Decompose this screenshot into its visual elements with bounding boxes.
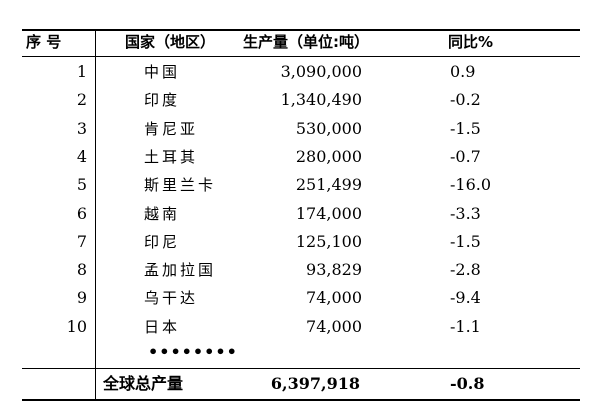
row-rank: 7 <box>76 232 87 251</box>
row-production: 3,090,000 <box>280 62 362 81</box>
row-rank: 2 <box>76 90 87 109</box>
row-production: 125,100 <box>295 232 362 251</box>
header-bottom-rule <box>22 56 580 57</box>
total-production: 6,397,918 <box>270 374 360 393</box>
row-yoy: -1.5 <box>450 232 481 251</box>
header-yoy: 同比% <box>448 33 494 51</box>
row-rank: 8 <box>76 260 87 279</box>
row-country: 土耳其 <box>144 148 199 166</box>
row-country: 中国 <box>144 63 181 81</box>
row-yoy: -0.7 <box>450 147 481 166</box>
total-label: 全球总产量 <box>103 374 184 393</box>
row-production: 93,829 <box>306 260 362 279</box>
row-country: 印度 <box>144 91 181 109</box>
row-production: 251,499 <box>295 175 362 194</box>
row-yoy: -0.2 <box>450 90 481 109</box>
column-divider-body <box>95 57 96 399</box>
row-yoy: -1.1 <box>450 317 481 336</box>
total-yoy: -0.8 <box>450 374 485 393</box>
row-yoy: -9.4 <box>450 288 481 307</box>
row-country: 肯尼亚 <box>144 120 199 138</box>
row-country: 印尼 <box>144 233 181 251</box>
row-rank: 4 <box>76 147 87 166</box>
total-top-rule <box>22 368 580 369</box>
header-country: 国家（地区） <box>125 33 216 51</box>
row-rank: 6 <box>76 204 87 223</box>
table-top-rule <box>22 29 580 31</box>
row-rank: 3 <box>76 119 87 138</box>
row-production: 530,000 <box>295 119 362 138</box>
row-yoy: 0.9 <box>450 62 476 81</box>
row-yoy: -1.5 <box>450 119 481 138</box>
row-country: 日本 <box>144 318 181 336</box>
row-rank: 1 <box>76 62 87 81</box>
row-country: 斯里兰卡 <box>144 176 217 194</box>
row-production: 74,000 <box>306 317 362 336</box>
table-bottom-rule <box>22 399 580 401</box>
row-production: 174,000 <box>295 204 362 223</box>
row-production: 74,000 <box>306 288 362 307</box>
row-yoy: -2.8 <box>450 260 481 279</box>
row-rank: 5 <box>76 175 87 194</box>
header-production: 生产量（单位:吨） <box>243 33 369 51</box>
row-production: 280,000 <box>295 147 362 166</box>
row-country: 越南 <box>144 205 181 223</box>
column-divider-header <box>95 29 96 57</box>
row-rank: 9 <box>76 288 87 307</box>
row-yoy: -3.3 <box>450 204 481 223</box>
row-rank: 10 <box>66 317 87 336</box>
row-country: 孟加拉国 <box>144 261 217 279</box>
more-rows-ellipsis: •••••••• <box>148 342 238 361</box>
row-yoy: -16.0 <box>450 175 492 194</box>
row-country: 乌干达 <box>144 289 199 307</box>
header-rank: 序 号 <box>26 33 62 51</box>
row-production: 1,340,490 <box>280 90 362 109</box>
